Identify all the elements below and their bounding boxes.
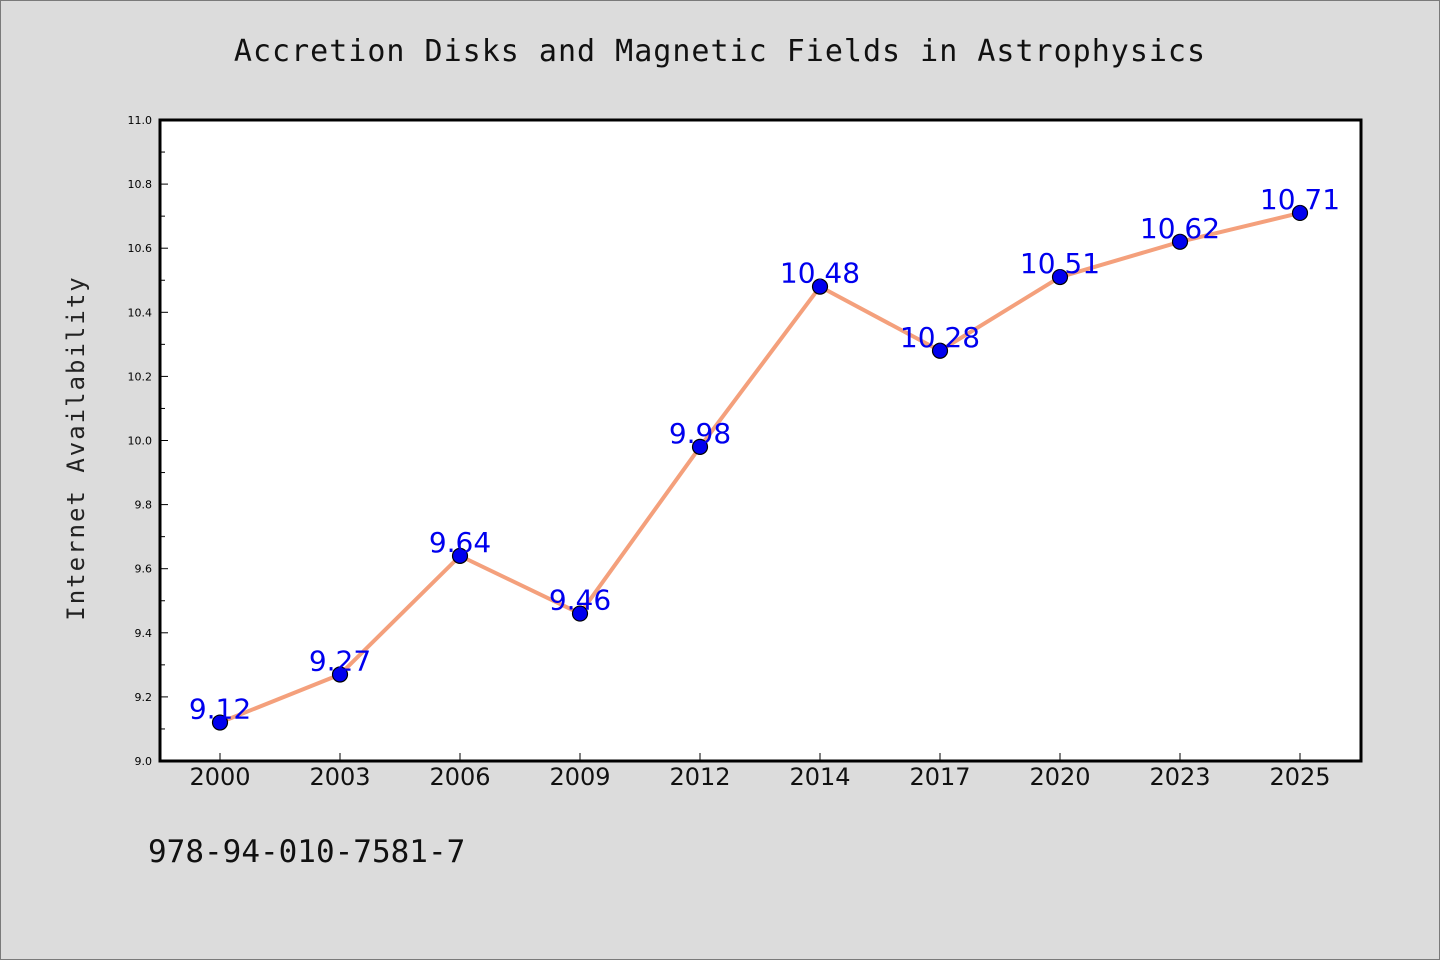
y-tick-label: 9.8 [135,499,153,512]
data-point [1051,268,1069,286]
data-label: 10.62 [1140,212,1220,245]
x-tick-label: 2025 [1269,763,1330,791]
y-tick-label: 10.8 [128,178,153,191]
data-label: 10.51 [1020,247,1100,280]
data-label: 9.12 [189,693,251,726]
series-line [219,211,1301,725]
data-point [451,547,469,564]
data-label: 9.64 [429,526,491,559]
y-tick-label: 9.2 [135,691,153,704]
y-tick-label: 10.2 [128,370,153,383]
x-tick-label: 2017 [909,763,970,791]
data-label: 9.27 [309,644,371,677]
data-label: 10.48 [780,257,860,290]
data-point [1291,204,1309,222]
y-tick-label: 9.6 [135,563,153,576]
x-tick-label: 2020 [1029,763,1090,791]
x-tick-label: 2023 [1149,763,1210,791]
y-tick-label: 10.0 [128,435,153,448]
data-label: 10.28 [900,321,980,354]
x-tick-label: 2000 [189,763,250,791]
data-point [691,438,709,456]
x-tick-label: 2014 [789,763,850,791]
y-tick-label: 10.6 [128,242,153,255]
data-point [211,714,229,731]
x-tick-label: 2003 [309,763,370,791]
y-tick-label: 9.4 [135,627,153,640]
x-axis: 2000 2003 2006 2009 2012 2014 2017 2020 2023 2025 [189,753,1331,791]
series-layer: 9.12 9.27 9.64 9.46 9.98 10.48 10.28 10.51 10.62… [189,183,1340,731]
y-tick-label: 11.0 [128,114,153,127]
data-point [811,278,829,295]
data-point [1171,233,1189,250]
data-point [331,666,349,683]
y-tick-label: 9.0 [135,755,153,768]
y-axis: 9.0 9.2 9.4 9.6 9.8 10.0 10.2 10.4 10.6 10.8 11.0 [128,114,168,768]
data-label: 10.71 [1260,183,1340,216]
data-point [571,605,589,622]
x-tick-label: 2012 [669,763,730,791]
x-tick-label: 2006 [429,763,490,791]
chart-title: Accretion Disks and Magnetic Fields in A… [233,34,1207,69]
data-label: 9.98 [669,417,731,450]
footer-code: 978-94-010-7581-7 [148,834,466,870]
data-point [931,342,949,359]
data-label: 9.46 [549,584,611,617]
y-tick-label: 10.4 [128,306,153,319]
x-tick-label: 2009 [549,763,610,791]
